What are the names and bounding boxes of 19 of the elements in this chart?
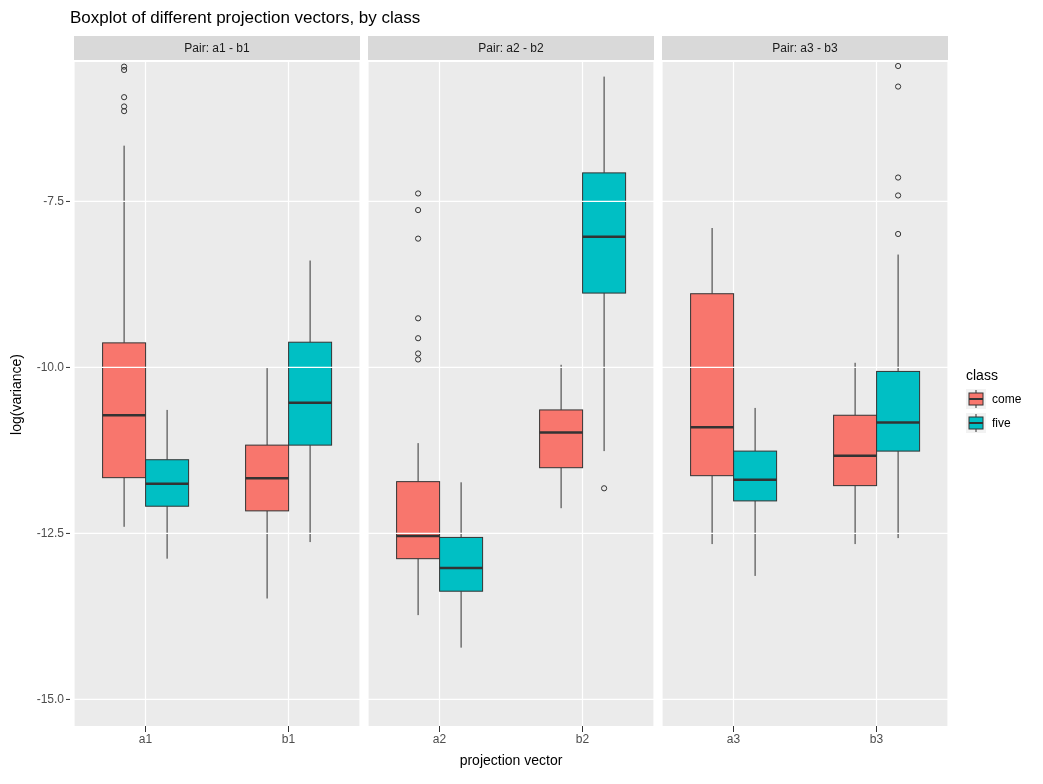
x-tick-label: a3 [726, 731, 741, 746]
x-tick-label: a1 [138, 731, 153, 746]
y-tick-label: -7.5 [43, 194, 65, 209]
y-tick-label: -15.0 [36, 692, 65, 707]
x-tick-label: b2 [575, 731, 590, 746]
chart-subtitle: Pair: a1 - b1 [74, 36, 360, 60]
legend-label: five [992, 416, 1011, 430]
chart-subtitle: Pair: a3 - b3 [662, 36, 948, 60]
y-axis-title: log(variance) [8, 353, 25, 435]
y-tick-label: -10.0 [36, 360, 65, 375]
legend-label: come [992, 392, 1022, 406]
legend-title: class [966, 367, 999, 383]
x-tick-label: b1 [281, 731, 296, 746]
x-tick-label: a2 [432, 731, 447, 746]
chart-title: Boxplot of different projection vectors, by class [70, 8, 422, 29]
x-axis-title: projection vector [458, 752, 564, 768]
x-tick-label: b3 [869, 731, 884, 746]
y-tick-label: -12.5 [36, 526, 65, 541]
chart-subtitle: Pair: a2 - b2 [368, 36, 654, 60]
